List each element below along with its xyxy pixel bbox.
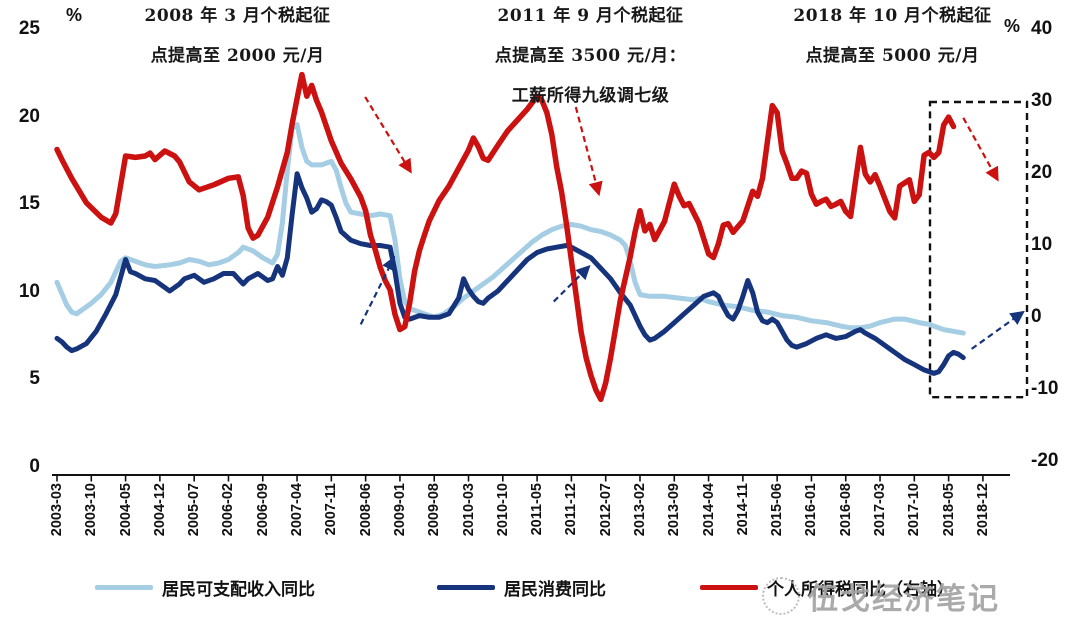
right-axis-tick-label: 10 bbox=[1031, 234, 1053, 255]
blue-dashed-arrow-2018 bbox=[971, 310, 1025, 350]
left-axis-unit-label: % bbox=[66, 5, 83, 25]
legend-label: 个人所得税同比（右轴） bbox=[767, 579, 954, 599]
left-axis-tick-label: 15 bbox=[18, 193, 40, 215]
x-axis-tick-label: 2013-09 bbox=[666, 483, 683, 537]
x-axis-tick-label: 2004-05 bbox=[117, 483, 134, 537]
x-axis-tick-label: 2003-03 bbox=[49, 483, 65, 537]
blue-dashed-arrow-2008 bbox=[359, 255, 396, 325]
x-axis-tick-label: 2012-07 bbox=[597, 483, 614, 537]
legend-item-consumption: 居民消费同比 bbox=[437, 577, 606, 599]
legend-line-swatch bbox=[437, 584, 495, 590]
left-axis-tick-label: 5 bbox=[29, 368, 40, 390]
annotation-2008-tax-threshold: 2008 年 3 月个税起征 点提高至 2000 元/月 bbox=[125, 0, 350, 76]
right-axis-unit-label: % bbox=[1004, 16, 1021, 36]
legend-line-swatch bbox=[700, 584, 758, 590]
annotation-line: 2011 年 9 月个税起征 bbox=[497, 6, 684, 26]
x-axis-tick-label: 2006-09 bbox=[254, 483, 271, 537]
x-axis-tick-label: 2007-11 bbox=[323, 483, 340, 536]
x-axis-tick-label: 2010-10 bbox=[494, 483, 511, 537]
annotation-2018-tax-threshold: 2018 年 10 月个税起征 点提高至 5000 元/月 bbox=[780, 0, 1005, 76]
watermark: 伍戈经济笔记 bbox=[762, 574, 1000, 618]
left-axis-tick-label: 10 bbox=[18, 280, 40, 302]
x-axis-tick-label: 2011-12 bbox=[563, 483, 580, 536]
left-axis-tick-label: 25 bbox=[18, 18, 40, 39]
x-axis-tick-label: 2018-12 bbox=[974, 483, 991, 537]
x-axis-tick-label: 2009-01 bbox=[391, 483, 408, 537]
x-axis-tick-label: 2017-03 bbox=[872, 483, 889, 537]
x-axis-tick-label: 2015-06 bbox=[769, 483, 786, 537]
legend-item-income-tax: 个人所得税同比（右轴） bbox=[700, 577, 954, 599]
left-axis-tick-label: 20 bbox=[18, 105, 40, 127]
x-axis-tick-label: 2006-02 bbox=[220, 483, 237, 537]
legend-line-swatch bbox=[95, 584, 153, 590]
legend-label: 居民消费同比 bbox=[504, 579, 606, 599]
x-axis-tick-label: 2016-01 bbox=[803, 483, 820, 537]
right-axis-tick-label: -20 bbox=[1031, 450, 1059, 471]
x-axis-tick-label: 2009-08 bbox=[426, 483, 443, 537]
annotation-line: 点提高至 2000 元/月 bbox=[150, 46, 325, 66]
annotation-line: 点提高至 5000 元/月 bbox=[805, 46, 980, 66]
legend-label: 居民可支配收入同比 bbox=[162, 579, 315, 599]
legend-item-disposable-income: 居民可支配收入同比 bbox=[95, 577, 315, 599]
x-axis-tick-label: 2011-05 bbox=[529, 483, 546, 536]
annotation-line: 2008 年 3 月个税起征 bbox=[144, 6, 331, 26]
annotation-2011-tax-threshold: 2011 年 9 月个税起征 点提高至 3500 元/月： 工薪所得九级调七级 bbox=[478, 0, 703, 116]
x-axis-tick-label: 2013-02 bbox=[631, 483, 648, 537]
blue-dashed-arrow-2011 bbox=[552, 265, 591, 303]
x-axis-tick-label: 2005-07 bbox=[186, 483, 203, 537]
x-axis-tick-label: 2004-12 bbox=[151, 483, 168, 537]
annotation-line: 工薪所得九级调七级 bbox=[511, 86, 670, 106]
x-axis-tick-label: 2014-04 bbox=[700, 483, 717, 537]
watermark-text: 伍戈经济笔记 bbox=[808, 583, 1000, 616]
left-axis-tick-label: 0 bbox=[29, 456, 40, 477]
x-axis-tick-label: 2018-05 bbox=[940, 483, 957, 537]
right-axis-tick-label: 40 bbox=[1031, 18, 1053, 39]
x-axis-tick-label: 2017-10 bbox=[906, 483, 923, 537]
x-axis-tick-label: 2014-11 bbox=[734, 483, 751, 536]
red-dashed-arrow-2011 bbox=[574, 106, 603, 197]
x-axis-tick-label: 2010-03 bbox=[460, 483, 477, 537]
right-axis-tick-label: 30 bbox=[1031, 90, 1053, 111]
series-line-0 bbox=[54, 122, 966, 336]
red-dashed-arrow-2008 bbox=[364, 96, 412, 174]
highlight-box bbox=[928, 100, 1029, 399]
series-line-2 bbox=[54, 71, 957, 403]
right-axis-tick-label: 20 bbox=[1031, 162, 1053, 183]
x-axis-tick-label: 2008-06 bbox=[357, 483, 374, 537]
right-axis-tick-label: 0 bbox=[1031, 306, 1042, 327]
annotation-line: 点提高至 3500 元/月： bbox=[494, 46, 687, 66]
x-axis-tick-label: 2007-04 bbox=[289, 483, 306, 537]
x-axis-tick-label: 2016-08 bbox=[837, 483, 854, 537]
right-axis-tick-label: -10 bbox=[1031, 378, 1059, 399]
red-dashed-arrow-2018 bbox=[962, 117, 999, 182]
series-line-1 bbox=[54, 171, 966, 376]
annotation-line: 2018 年 10 月个税起征 bbox=[793, 6, 992, 26]
watermark-logo-icon bbox=[762, 577, 800, 615]
x-axis-tick-label: 2003-10 bbox=[83, 483, 100, 537]
